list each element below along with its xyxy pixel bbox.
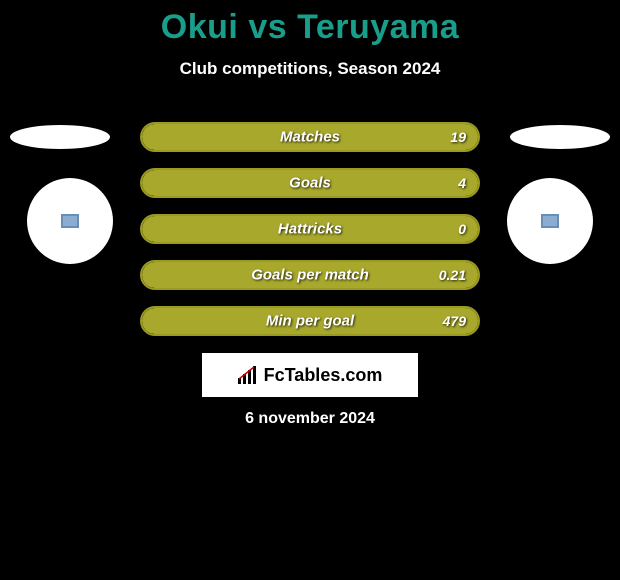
club-badge-right-icon (541, 214, 559, 228)
player-avatar-left (10, 125, 110, 149)
club-badge-left (27, 178, 113, 264)
logo-text: FcTables.com (238, 365, 383, 386)
stat-value: 4 (458, 175, 466, 191)
stat-row-goals: Goals 4 (140, 168, 480, 198)
date-label: 6 november 2024 (245, 410, 375, 428)
club-badge-left-icon (61, 214, 79, 228)
stat-label: Goals per match (251, 267, 369, 284)
stat-label: Min per goal (266, 313, 354, 330)
stat-value: 479 (443, 313, 466, 329)
stat-row-mpg: Min per goal 479 (140, 306, 480, 336)
stat-label: Matches (280, 129, 340, 146)
stat-row-gpm: Goals per match 0.21 (140, 260, 480, 290)
club-badge-right (507, 178, 593, 264)
subtitle: Club competitions, Season 2024 (0, 59, 620, 79)
stats-container: Matches 19 Goals 4 Hattricks 0 Goals per… (140, 122, 480, 352)
stat-value: 0 (458, 221, 466, 237)
stat-value: 19 (450, 129, 466, 145)
logo-box: FcTables.com (202, 353, 418, 397)
stat-row-matches: Matches 19 (140, 122, 480, 152)
stat-value: 0.21 (439, 267, 466, 283)
player-avatar-right (510, 125, 610, 149)
stat-label: Goals (289, 175, 331, 192)
stat-row-hattricks: Hattricks 0 (140, 214, 480, 244)
page-title: Okui vs Teruyama (0, 0, 620, 47)
stat-label: Hattricks (278, 221, 342, 238)
logo-label: FcTables.com (264, 365, 383, 386)
bar-chart-icon (238, 366, 260, 384)
